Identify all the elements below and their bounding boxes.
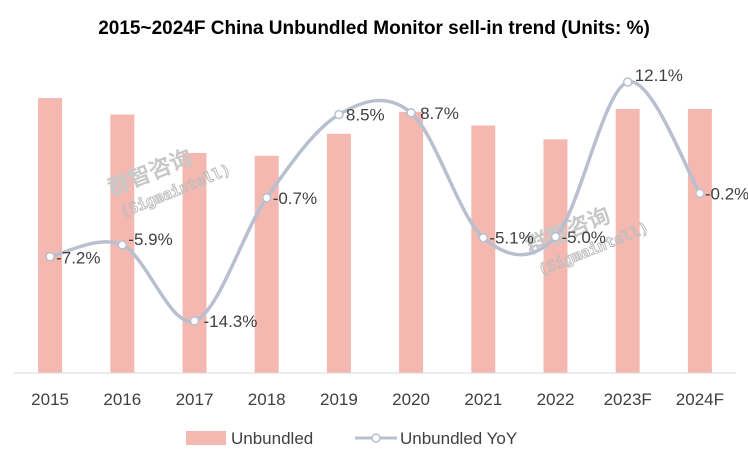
bar-2023F bbox=[615, 109, 640, 373]
bar-2022 bbox=[543, 139, 568, 374]
legend: Unbundled Unbundled YoY bbox=[186, 429, 517, 448]
legend-swatch-bar bbox=[186, 431, 226, 445]
x-tick-2020: 2020 bbox=[392, 390, 430, 409]
yoy-point-2020 bbox=[406, 108, 416, 118]
yoy-point-2024F bbox=[695, 188, 705, 199]
x-tick-2024F: 2024F bbox=[676, 390, 724, 409]
x-tick-2018: 2018 bbox=[248, 390, 286, 409]
bar-2015 bbox=[38, 98, 63, 373]
yoy-point-2018 bbox=[261, 193, 272, 203]
legend-swatch-marker bbox=[371, 433, 381, 443]
x-tick-2015: 2015 bbox=[31, 390, 69, 409]
legend-label-bar: Unbundled bbox=[231, 429, 313, 448]
yoy-label-2024F: -0.2% bbox=[705, 184, 748, 203]
bar-2024F bbox=[687, 109, 712, 373]
chart-title: 2015~2024F China Unbundled Monitor sell-… bbox=[98, 18, 650, 39]
x-axis-ticks: 2015 2016 2017 2018 2019 2020 2021 2022 2023F 202… bbox=[31, 390, 724, 409]
yoy-label-2022: -5.0% bbox=[562, 228, 606, 247]
x-tick-2019: 2019 bbox=[320, 390, 358, 409]
yoy-label-2020: 8.7% bbox=[420, 104, 459, 123]
yoy-label-2019: 8.5% bbox=[346, 106, 385, 125]
yoy-label-2021: -5.1% bbox=[489, 229, 533, 248]
line-layer bbox=[45, 77, 705, 326]
yoy-label-2023F: 12.1% bbox=[635, 66, 683, 85]
x-tick-2016: 2016 bbox=[103, 390, 141, 409]
yoy-point-2019 bbox=[334, 109, 344, 120]
yoy-label-2016: -5.9% bbox=[128, 230, 172, 249]
bar-2018 bbox=[254, 155, 279, 374]
yoy-line bbox=[49, 80, 702, 324]
yoy-point-2017 bbox=[189, 316, 200, 326]
bar-2019 bbox=[326, 133, 351, 374]
labels-layer: -7.2% -5.9% -14.3% -0.7% 8.5% 8.7% -5.1% -5.0% 1… bbox=[56, 66, 748, 331]
x-tick-2017: 2017 bbox=[176, 390, 214, 409]
bar-2017 bbox=[182, 153, 207, 373]
bar-2020 bbox=[399, 111, 424, 374]
legend-label-line: Unbundled YoY bbox=[400, 429, 517, 448]
x-tick-2021: 2021 bbox=[464, 390, 502, 409]
yoy-point-2023F bbox=[622, 77, 633, 87]
yoy-point-2016 bbox=[117, 240, 128, 250]
yoy-label-2017: -14.3% bbox=[204, 312, 258, 331]
yoy-label-2018: -0.7% bbox=[273, 189, 317, 208]
x-tick-2023F: 2023F bbox=[604, 390, 652, 409]
yoy-label-2015: -7.2% bbox=[56, 249, 100, 268]
bar-2021 bbox=[471, 125, 496, 373]
yoy-point-2021 bbox=[478, 232, 489, 243]
yoy-point-2022 bbox=[550, 232, 561, 242]
yoy-point-2015 bbox=[45, 251, 55, 262]
x-tick-2022: 2022 bbox=[537, 390, 575, 409]
